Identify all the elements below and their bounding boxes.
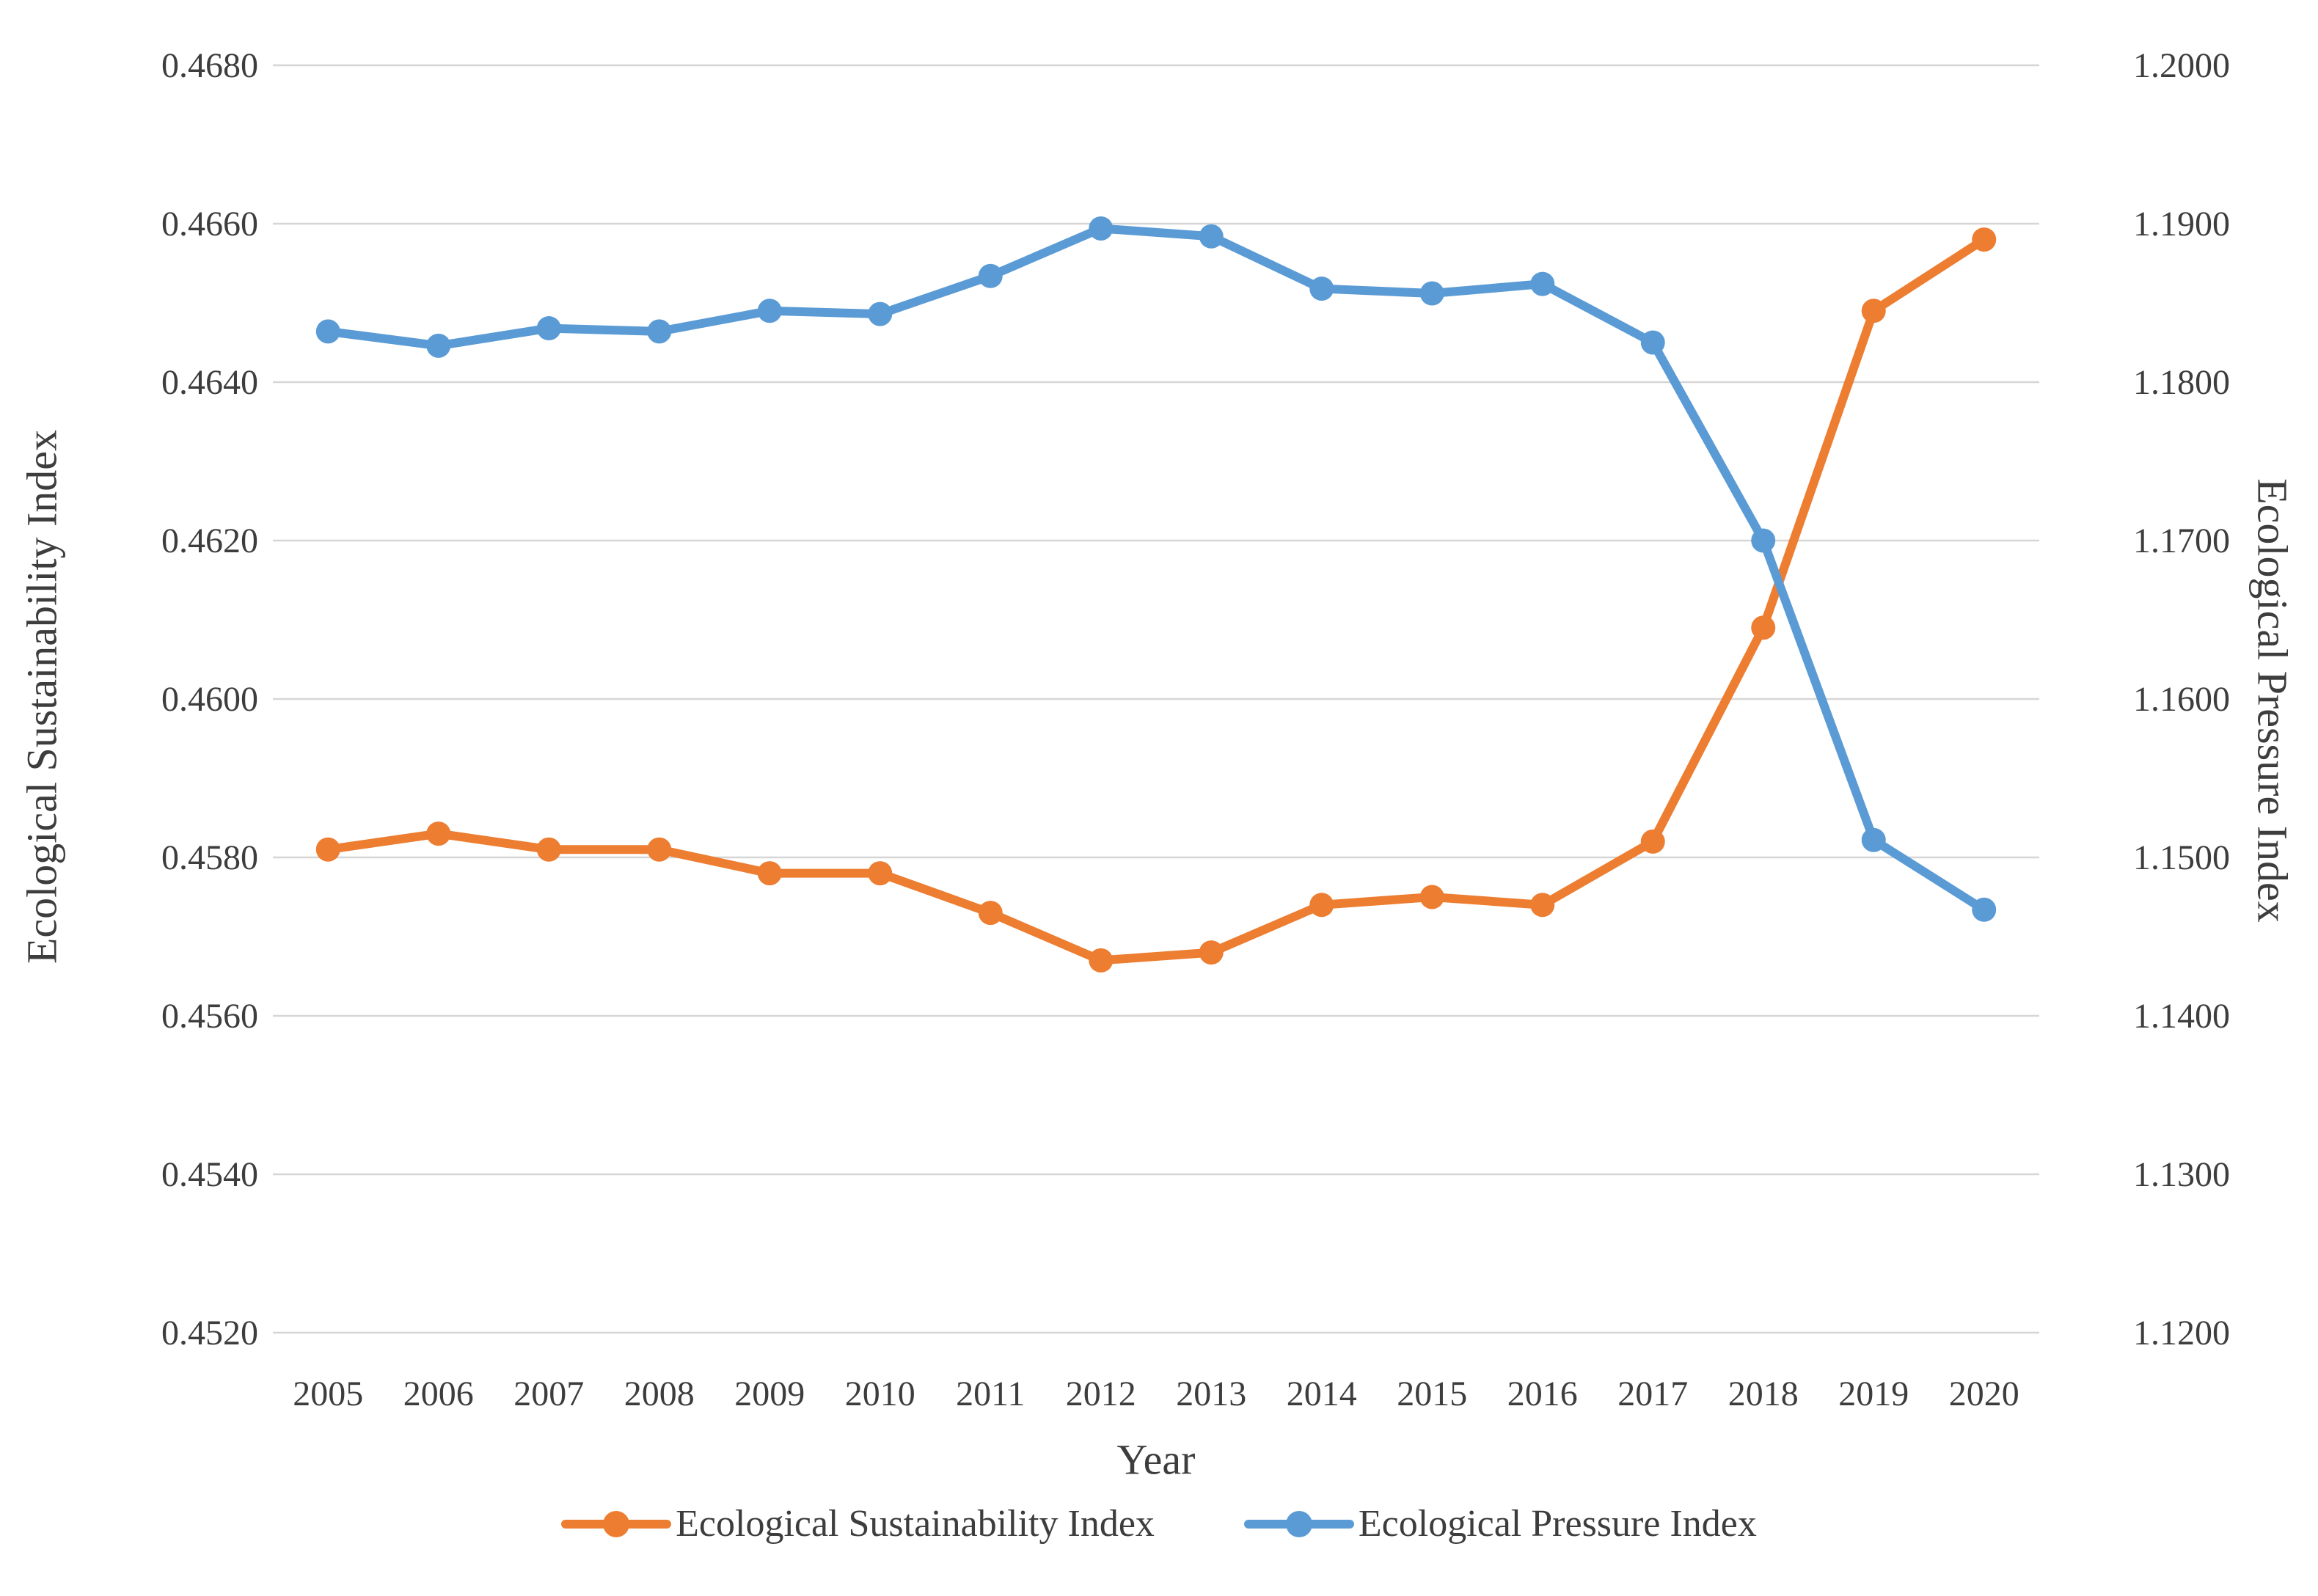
data-point-marker-sustainability <box>1419 885 1444 909</box>
right-axis-tick-label: 1.1200 <box>2133 1314 2230 1352</box>
right-axis-tick-label: 1.1700 <box>2133 521 2230 560</box>
right-axis-tick-label: 1.1600 <box>2133 680 2230 719</box>
right-axis-title: Ecological Pressure Index <box>2248 478 2297 923</box>
left-axis-tick-label: 0.4540 <box>161 1155 258 1194</box>
data-point-marker-pressure <box>1751 528 1776 553</box>
right-axis-tick-label: 1.1400 <box>2133 997 2230 1036</box>
x-tick-label: 2011 <box>956 1374 1025 1413</box>
legend-label-sustainability: Ecological Sustainability Index <box>676 1503 1155 1545</box>
left-axis-tick-label: 0.4520 <box>161 1314 258 1352</box>
x-axis-title: Year <box>1116 1435 1196 1484</box>
right-axis-tick-label: 1.1800 <box>2133 363 2230 402</box>
legend-item-sustainability: Ecological Sustainability Index <box>561 1502 1155 1545</box>
data-point-marker-pressure <box>426 333 451 358</box>
data-point-marker-pressure <box>647 319 672 344</box>
left-axis-tick-label: 0.4580 <box>161 838 258 877</box>
legend-item-pressure: Ecological Pressure Index <box>1243 1502 1757 1545</box>
x-tick-label: 2007 <box>513 1374 584 1413</box>
right-axis-tick-label: 1.1500 <box>2133 838 2230 877</box>
data-point-marker-sustainability <box>1751 615 1776 640</box>
x-tick-label: 2005 <box>293 1374 363 1413</box>
series-line-sustainability <box>323 235 1989 965</box>
data-point-marker-sustainability <box>1972 227 1997 252</box>
x-tick-label: 2014 <box>1287 1374 1357 1413</box>
data-point-marker-sustainability <box>536 837 561 862</box>
x-tick-label: 2020 <box>1949 1374 2019 1413</box>
x-tick-label: 2009 <box>734 1374 805 1413</box>
data-point-marker-sustainability <box>647 837 672 862</box>
data-point-marker-sustainability <box>978 901 1003 926</box>
data-point-marker-pressure <box>1199 224 1224 249</box>
x-tick-label: 2006 <box>403 1374 474 1413</box>
right-axis-tick-label: 1.2000 <box>2133 46 2230 85</box>
data-point-marker-sustainability <box>1640 829 1665 854</box>
series-line-pressure <box>323 224 1989 915</box>
x-tick-label: 2013 <box>1176 1374 1246 1413</box>
x-tick-label: 2017 <box>1617 1374 1688 1413</box>
x-tick-label: 2015 <box>1397 1374 1467 1413</box>
data-point-marker-pressure <box>536 316 561 341</box>
data-point-marker-pressure <box>1530 271 1555 296</box>
legend-dot-blue <box>1285 1510 1312 1537</box>
data-point-marker-sustainability <box>1530 893 1555 918</box>
data-point-marker-pressure <box>1309 277 1334 301</box>
x-tick-label: 2016 <box>1507 1374 1578 1413</box>
data-point-marker-sustainability <box>1089 948 1114 973</box>
data-point-marker-pressure <box>315 319 340 344</box>
data-point-marker-sustainability <box>1199 940 1224 965</box>
x-tick-label: 2010 <box>845 1374 915 1413</box>
x-tick-label: 2008 <box>624 1374 695 1413</box>
data-point-marker-sustainability <box>426 821 451 846</box>
legend-label-pressure: Ecological Pressure Index <box>1358 1503 1757 1545</box>
x-tick-label: 2019 <box>1838 1374 1909 1413</box>
data-point-marker-pressure <box>1089 216 1114 241</box>
right-axis-tick-label: 1.1900 <box>2133 205 2230 244</box>
data-point-marker-sustainability <box>757 861 782 886</box>
data-point-marker-sustainability <box>868 861 893 886</box>
left-axis-tick-label: 0.4680 <box>161 46 258 85</box>
left-axis-tick-label: 0.4640 <box>161 363 258 402</box>
data-point-marker-pressure <box>1640 330 1665 355</box>
x-tick-label: 2012 <box>1066 1374 1136 1413</box>
x-tick-label: 2018 <box>1728 1374 1799 1413</box>
data-point-marker-pressure <box>1861 827 1886 852</box>
left-axis-tick-label: 0.4660 <box>161 205 258 244</box>
data-point-marker-pressure <box>757 299 782 323</box>
left-axis-tick-label: 0.4600 <box>161 680 258 719</box>
data-point-marker-sustainability <box>1309 893 1334 918</box>
legend: Ecological Sustainability Index Ecologic… <box>0 1502 2318 1545</box>
data-point-marker-pressure <box>978 263 1003 288</box>
data-point-marker-pressure <box>868 301 893 326</box>
data-point-marker-sustainability <box>1861 299 1886 323</box>
data-point-marker-pressure <box>1419 281 1444 306</box>
right-axis-tick-label: 1.1300 <box>2133 1155 2230 1194</box>
left-axis-title: Ecological Sustainability Index <box>18 429 66 964</box>
line-marker-icon <box>1243 1510 1354 1537</box>
legend-dot-orange <box>603 1510 630 1537</box>
data-point-marker-pressure <box>1972 897 1997 922</box>
line-marker-icon <box>561 1510 672 1537</box>
data-point-marker-sustainability <box>315 837 340 862</box>
left-axis-tick-label: 0.4620 <box>161 521 258 560</box>
left-axis-tick-label: 0.4560 <box>161 997 258 1036</box>
